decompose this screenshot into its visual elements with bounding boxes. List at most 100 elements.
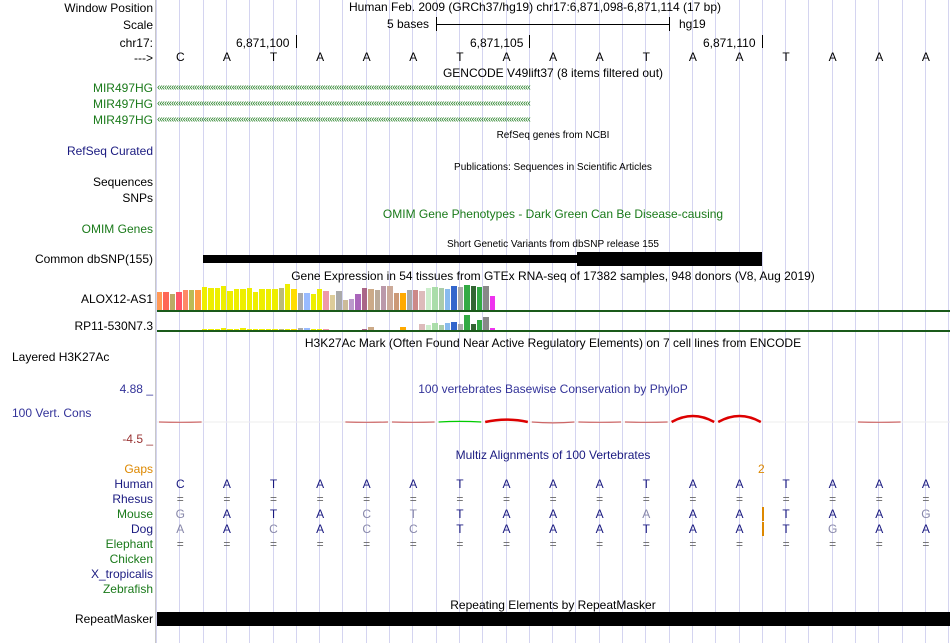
gtex-tissue-bar[interactable] xyxy=(368,327,374,330)
gtex-tissue-bar[interactable] xyxy=(221,286,227,310)
gtex-tissue-bar[interactable] xyxy=(438,288,444,310)
assembly-position-text[interactable]: Human Feb. 2009 (GRCh37/hg19) chr17:6,87… xyxy=(349,0,722,14)
gtex-tissue-bar[interactable] xyxy=(253,292,259,310)
conservation-score-mark[interactable] xyxy=(484,418,529,424)
multiz-species-label[interactable]: Mouse xyxy=(116,507,153,521)
gtex-tissue-bar[interactable] xyxy=(349,299,355,310)
gencode-transcript-2[interactable]: ‹‹‹‹‹‹‹‹‹‹‹‹‹‹‹‹‹‹‹‹‹‹‹‹‹‹‹‹‹‹‹‹‹‹‹‹‹‹‹‹… xyxy=(157,99,531,109)
gtex-tissue-bar[interactable] xyxy=(214,288,220,310)
conservation-score-mark[interactable] xyxy=(531,421,575,424)
gtex-expression-chart-2[interactable] xyxy=(157,313,950,332)
gtex-tissue-bar[interactable] xyxy=(457,287,464,310)
gtex-tissue-bar[interactable] xyxy=(272,329,278,330)
gtex-tissue-bar[interactable] xyxy=(406,290,412,310)
gtex-tissue-bar[interactable] xyxy=(272,289,278,310)
dbsnp-track-label[interactable]: Common dbSNP(155) xyxy=(34,252,153,266)
gtex-tissue-bar[interactable] xyxy=(304,293,310,310)
gtex-tissue-bar[interactable] xyxy=(464,315,470,330)
gtex-expression-chart-1[interactable] xyxy=(157,282,950,312)
gtex-tissue-bar[interactable] xyxy=(438,325,444,330)
gtex-tissue-bar[interactable] xyxy=(361,288,368,310)
h3k27ac-track-title[interactable]: H3K27Ac Mark (Often Found Near Active Re… xyxy=(304,336,802,350)
gtex-tissue-bar[interactable] xyxy=(400,327,406,330)
gtex-tissue-bar[interactable] xyxy=(400,293,406,310)
gtex-tissue-bar[interactable] xyxy=(361,329,368,330)
gtex-tissue-bar[interactable] xyxy=(233,329,240,330)
omim-track-title[interactable]: OMIM Gene Phenotypes - Dark Green Can Be… xyxy=(382,207,724,221)
dbsnp-variant-bar[interactable] xyxy=(577,252,762,266)
gtex-tissue-bar[interactable] xyxy=(477,287,483,310)
refseq-track-label[interactable]: RefSeq Curated xyxy=(66,144,153,158)
gtex-tissue-bar[interactable] xyxy=(451,322,457,330)
multiz-species-label[interactable]: Human xyxy=(114,477,153,491)
gencode-transcript-3[interactable]: ‹‹‹‹‹‹‹‹‹‹‹‹‹‹‹‹‹‹‹‹‹‹‹‹‹‹‹‹‹‹‹‹‹‹‹‹‹‹‹‹… xyxy=(157,115,531,125)
multiz-gaps-label[interactable]: Gaps xyxy=(124,462,153,476)
gtex-tissue-bar[interactable] xyxy=(432,323,438,330)
gencode-gene-label-2[interactable]: MIR497HG xyxy=(92,97,153,111)
multiz-alignment-block[interactable]: Human C A T A A A T A A A T A A T A A A Rhesus = = = = = = = = = = = =… xyxy=(0,477,950,597)
gtex-tissue-bar[interactable] xyxy=(291,289,297,310)
gencode-transcript-1[interactable]: ‹‹‹‹‹‹‹‹‹‹‹‹‹‹‹‹‹‹‹‹‹‹‹‹‹‹‹‹‹‹‹‹‹‹‹‹‹‹‹‹… xyxy=(157,83,531,93)
gtex-tissue-bar[interactable] xyxy=(195,290,201,310)
gtex-tissue-bar[interactable] xyxy=(470,324,476,330)
dbsnp-track-title[interactable]: Short Genetic Variants from dbSNP releas… xyxy=(447,239,659,250)
gtex-tissue-bar[interactable] xyxy=(483,286,489,310)
gencode-track-title[interactable]: GENCODE V49lift37 (8 items filtered out) xyxy=(442,66,664,80)
omim-track-label[interactable]: OMIM Genes xyxy=(81,222,153,236)
gtex-tissue-bar[interactable] xyxy=(253,329,259,330)
gtex-tissue-bar[interactable] xyxy=(227,329,233,330)
gtex-tissue-bar[interactable] xyxy=(432,287,438,310)
gtex-tissue-bar[interactable] xyxy=(489,328,496,330)
gtex-tissue-bar[interactable] xyxy=(310,294,316,310)
conservation-score-mark[interactable] xyxy=(670,414,715,424)
gtex-tissue-bar[interactable] xyxy=(259,329,265,330)
publications-snps-label[interactable]: SNPs xyxy=(122,191,153,205)
gtex-tissue-bar[interactable] xyxy=(323,291,329,310)
multiz-species-label[interactable]: Chicken xyxy=(109,552,153,566)
gtex-tissue-bar[interactable] xyxy=(246,288,252,310)
gtex-tissue-bar[interactable] xyxy=(457,324,464,330)
gtex-tissue-bar[interactable] xyxy=(477,320,483,330)
repeatmasker-element-bar[interactable] xyxy=(157,612,950,626)
gtex-tissue-bar[interactable] xyxy=(163,292,169,310)
gtex-tissue-bar[interactable] xyxy=(169,294,176,310)
publications-sequences-label[interactable]: Sequences xyxy=(92,175,153,189)
multiz-species-label[interactable]: Rhesus xyxy=(112,492,153,506)
h3k27ac-track-label[interactable]: Layered H3K27Ac xyxy=(12,350,110,364)
gtex-tissue-bar[interactable] xyxy=(208,329,214,330)
multiz-species-label[interactable]: X_tropicalis xyxy=(90,567,153,581)
gtex-tissue-bar[interactable] xyxy=(259,289,265,310)
gtex-tissue-bar[interactable] xyxy=(285,329,291,330)
multiz-species-label[interactable]: Zebrafish xyxy=(102,582,153,596)
gtex-tissue-bar[interactable] xyxy=(208,288,214,310)
gtex-tissue-bar[interactable] xyxy=(157,292,163,310)
conservation-plot[interactable] xyxy=(157,398,950,438)
refseq-track-title[interactable]: RefSeq genes from NCBI xyxy=(496,130,610,141)
gtex-tissue-bar[interactable] xyxy=(201,329,208,330)
conservation-score-mark[interactable] xyxy=(717,414,762,424)
gtex-tissue-bar[interactable] xyxy=(221,328,227,330)
gtex-tissue-bar[interactable] xyxy=(310,329,316,330)
gtex-track-title[interactable]: Gene Expression in 54 tissues from GTEx … xyxy=(291,269,815,283)
gtex-tissue-bar[interactable] xyxy=(291,329,297,330)
gtex-tissue-bar[interactable] xyxy=(176,292,182,310)
multiz-track-title[interactable]: Multiz Alignments of 100 Vertebrates xyxy=(455,448,651,462)
gtex-tissue-bar[interactable] xyxy=(297,328,304,330)
gtex-tissue-bar[interactable] xyxy=(278,329,284,330)
conservation-track-label[interactable]: 100 Vert. Cons xyxy=(12,406,92,420)
gtex-tissue-bar[interactable] xyxy=(425,325,432,330)
gtex-tissue-bar[interactable] xyxy=(240,328,246,330)
gtex-tissue-bar[interactable] xyxy=(445,323,451,330)
repeatmasker-track-title[interactable]: Repeating Elements by RepeatMasker xyxy=(450,598,656,612)
gtex-tissue-bar[interactable] xyxy=(265,329,272,330)
multiz-species-label[interactable]: Elephant xyxy=(105,537,153,551)
gtex-tissue-bar[interactable] xyxy=(368,289,374,310)
gtex-gene-label-2[interactable]: RP11-530N7.3 xyxy=(74,319,154,333)
conservation-track-title[interactable]: 100 vertebrates Basewise Conservation by… xyxy=(418,382,688,396)
gencode-gene-label-1[interactable]: MIR497HG xyxy=(92,81,153,95)
gtex-tissue-bar[interactable] xyxy=(336,291,342,310)
publications-track-title[interactable]: Publications: Sequences in Scientific Ar… xyxy=(454,162,652,173)
gtex-tissue-bar[interactable] xyxy=(413,290,419,310)
gtex-tissue-bar[interactable] xyxy=(419,324,425,330)
gtex-tissue-bar[interactable] xyxy=(483,317,489,330)
